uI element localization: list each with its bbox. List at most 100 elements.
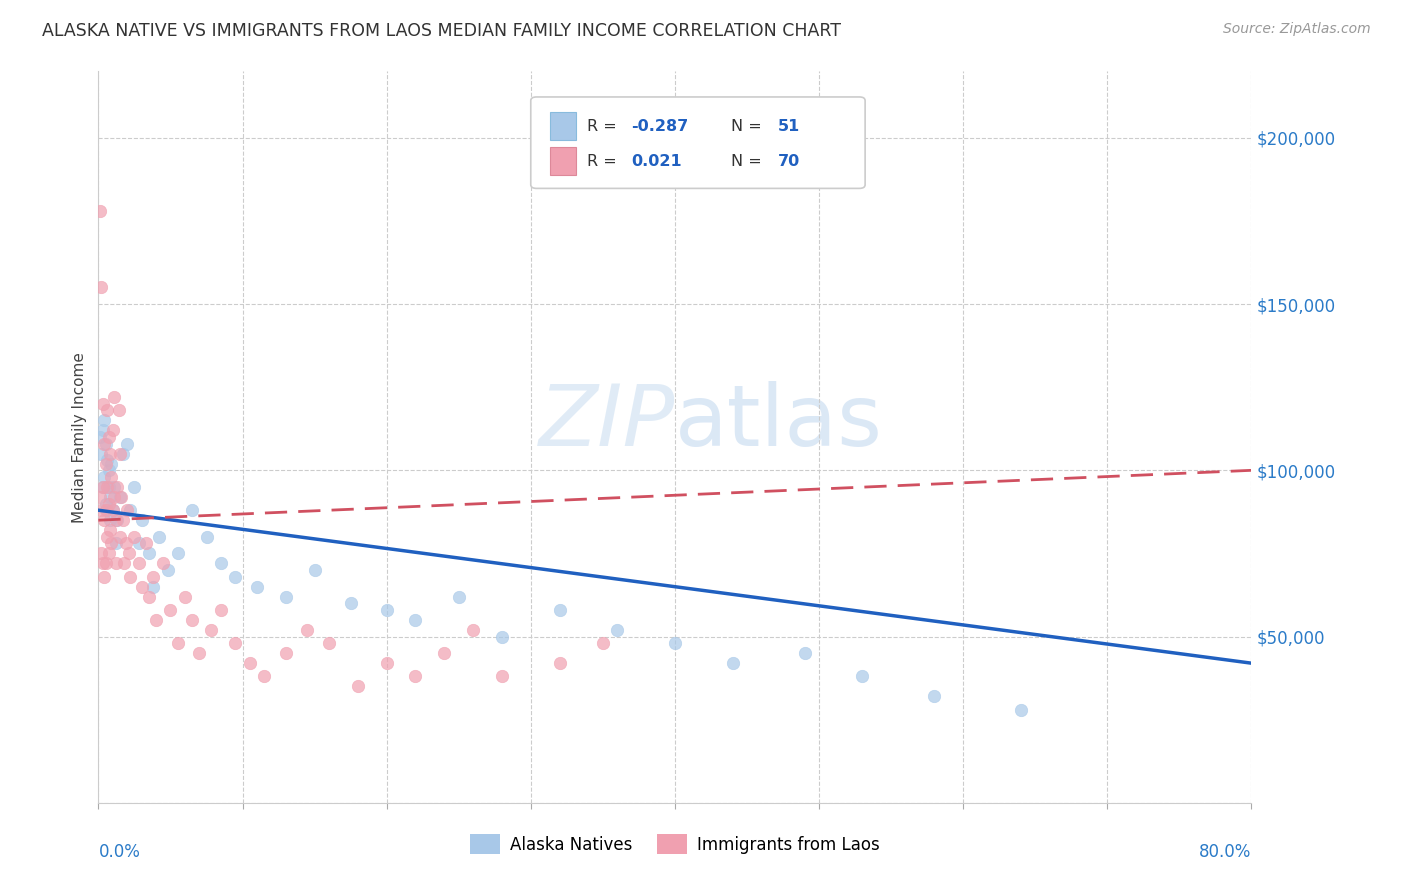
Point (91, 557, 114, 571)
Text: 51: 51 (778, 119, 800, 134)
Point (851, 669, 873, 683)
Text: ZIP: ZIP (538, 381, 675, 464)
Point (181, 613, 204, 627)
Point (89, 430, 111, 444)
Point (98, 447, 121, 461)
Point (138, 546, 160, 560)
Point (101, 424, 124, 438)
Text: 70: 70 (778, 153, 800, 169)
Point (200, 623, 222, 637)
Point (592, 636, 614, 650)
Text: R =: R = (588, 153, 627, 169)
Point (135, 536, 157, 550)
Point (98, 523, 121, 537)
Point (156, 563, 179, 577)
Point (98, 513, 121, 527)
Point (94, 557, 117, 571)
Point (117, 436, 139, 450)
Point (124, 480, 146, 494)
Text: 0.021: 0.021 (631, 153, 682, 169)
Point (461, 623, 484, 637)
Point (491, 630, 513, 644)
Point (97, 430, 120, 444)
Point (188, 646, 211, 660)
FancyBboxPatch shape (550, 112, 575, 140)
Point (239, 656, 262, 670)
Point (195, 530, 218, 544)
Point (110, 490, 132, 504)
Text: ALASKA NATIVE VS IMMIGRANTS FROM LAOS MEDIAN FAMILY INCOME CORRELATION CHART: ALASKA NATIVE VS IMMIGRANTS FROM LAOS ME… (42, 22, 841, 40)
Point (159, 603, 181, 617)
Point (318, 636, 340, 650)
Point (405, 613, 427, 627)
Point (274, 646, 297, 660)
Point (104, 536, 127, 550)
Point (447, 590, 470, 604)
Point (103, 480, 125, 494)
Point (124, 530, 146, 544)
Point (97, 480, 120, 494)
Text: N =: N = (731, 153, 768, 169)
Point (246, 580, 269, 594)
Point (104, 513, 127, 527)
Point (96, 480, 118, 494)
Point (148, 530, 170, 544)
Point (166, 546, 188, 560)
Point (96, 453, 118, 467)
FancyBboxPatch shape (550, 147, 575, 175)
Point (93, 513, 115, 527)
Point (114, 536, 136, 550)
Point (118, 546, 141, 560)
Point (93, 413, 115, 427)
Point (209, 557, 232, 571)
Y-axis label: Median Family Income: Median Family Income (72, 351, 87, 523)
Text: 80.0%: 80.0% (1199, 843, 1251, 861)
Point (90, 280, 112, 294)
Point (107, 403, 129, 417)
Point (93, 436, 115, 450)
Point (97, 546, 120, 560)
Point (104, 557, 127, 571)
Point (253, 669, 276, 683)
Point (924, 690, 946, 704)
Point (142, 580, 165, 594)
Text: atlas: atlas (675, 381, 883, 464)
Point (91, 424, 114, 438)
Point (1010, 703, 1032, 717)
Point (131, 513, 153, 527)
Point (664, 636, 686, 650)
Point (108, 490, 131, 504)
Point (96, 530, 118, 544)
Point (100, 457, 122, 471)
Point (405, 669, 427, 683)
Point (90, 546, 112, 560)
Point (297, 623, 319, 637)
Point (181, 503, 204, 517)
Point (721, 656, 744, 670)
Point (117, 503, 139, 517)
Point (548, 656, 571, 670)
Point (375, 603, 398, 617)
Point (274, 590, 297, 604)
Point (304, 563, 326, 577)
Point (105, 513, 128, 527)
Point (111, 447, 134, 461)
Point (103, 490, 125, 504)
Point (142, 570, 165, 584)
Text: 0.0%: 0.0% (98, 843, 141, 861)
Point (120, 570, 142, 584)
Point (93, 470, 115, 484)
FancyBboxPatch shape (531, 97, 865, 188)
Point (94, 436, 117, 450)
Point (94, 457, 117, 471)
Point (96, 503, 118, 517)
Point (145, 613, 167, 627)
Text: N =: N = (731, 119, 768, 134)
Point (101, 503, 124, 517)
Point (224, 636, 246, 650)
Point (98, 490, 121, 504)
Point (105, 480, 128, 494)
Point (346, 680, 368, 694)
Point (224, 570, 246, 584)
Point (90, 447, 112, 461)
